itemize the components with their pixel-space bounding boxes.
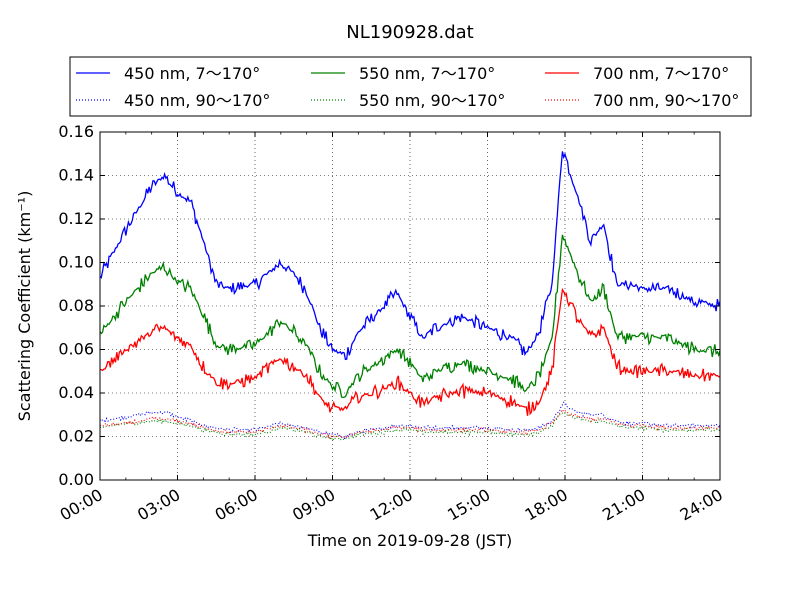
legend-label: 700 nm, 7～170° <box>593 64 729 83</box>
x-tick-label: 09:00 <box>289 485 338 525</box>
y-tick-label: 0.04 <box>58 383 94 402</box>
y-tick-label: 0.14 <box>58 166 94 185</box>
x-axis-label: Time on 2019-09-28 (JST) <box>307 531 512 550</box>
legend-label: 450 nm, 90～170° <box>124 91 270 110</box>
series-line <box>99 287 721 416</box>
grid <box>100 132 720 480</box>
y-tick-label: 0.00 <box>58 470 94 489</box>
y-tick-label: 0.10 <box>58 253 94 272</box>
legend-label: 550 nm, 90～170° <box>359 91 505 110</box>
y-tick-label: 0.12 <box>58 209 94 228</box>
series-line <box>99 408 721 440</box>
y-tick-label: 0.16 <box>58 122 94 141</box>
x-tick-label: 12:00 <box>367 485 416 525</box>
y-tick-label: 0.08 <box>58 296 94 315</box>
legend-label: 550 nm, 7～170° <box>359 64 495 83</box>
x-tick-label: 06:00 <box>212 485 261 525</box>
y-tick-label: 0.02 <box>58 427 94 446</box>
x-tick-label: 21:00 <box>599 485 648 525</box>
series-layer <box>99 151 721 442</box>
x-tick-label: 00:00 <box>57 485 106 525</box>
legend: 450 nm, 7～170° 450 nm, 90～170° 550 nm, 7～1… <box>69 56 752 117</box>
x-tick-label: 15:00 <box>444 485 493 525</box>
series-line <box>99 151 721 361</box>
series-line <box>99 234 721 399</box>
legend-box <box>69 56 752 117</box>
chart-title: NL190928.dat <box>346 22 473 43</box>
y-tick-label: 0.06 <box>58 340 94 359</box>
x-tick-label: 18:00 <box>522 485 571 525</box>
x-tick-label: 03:00 <box>134 485 183 525</box>
x-tick-label: 24:00 <box>677 485 726 525</box>
legend-label: 450 nm, 7～170° <box>124 64 260 83</box>
legend-label: 700 nm, 90～170° <box>593 91 739 110</box>
y-axis-label: Scattering Coefficient (km⁻¹) <box>15 191 34 422</box>
